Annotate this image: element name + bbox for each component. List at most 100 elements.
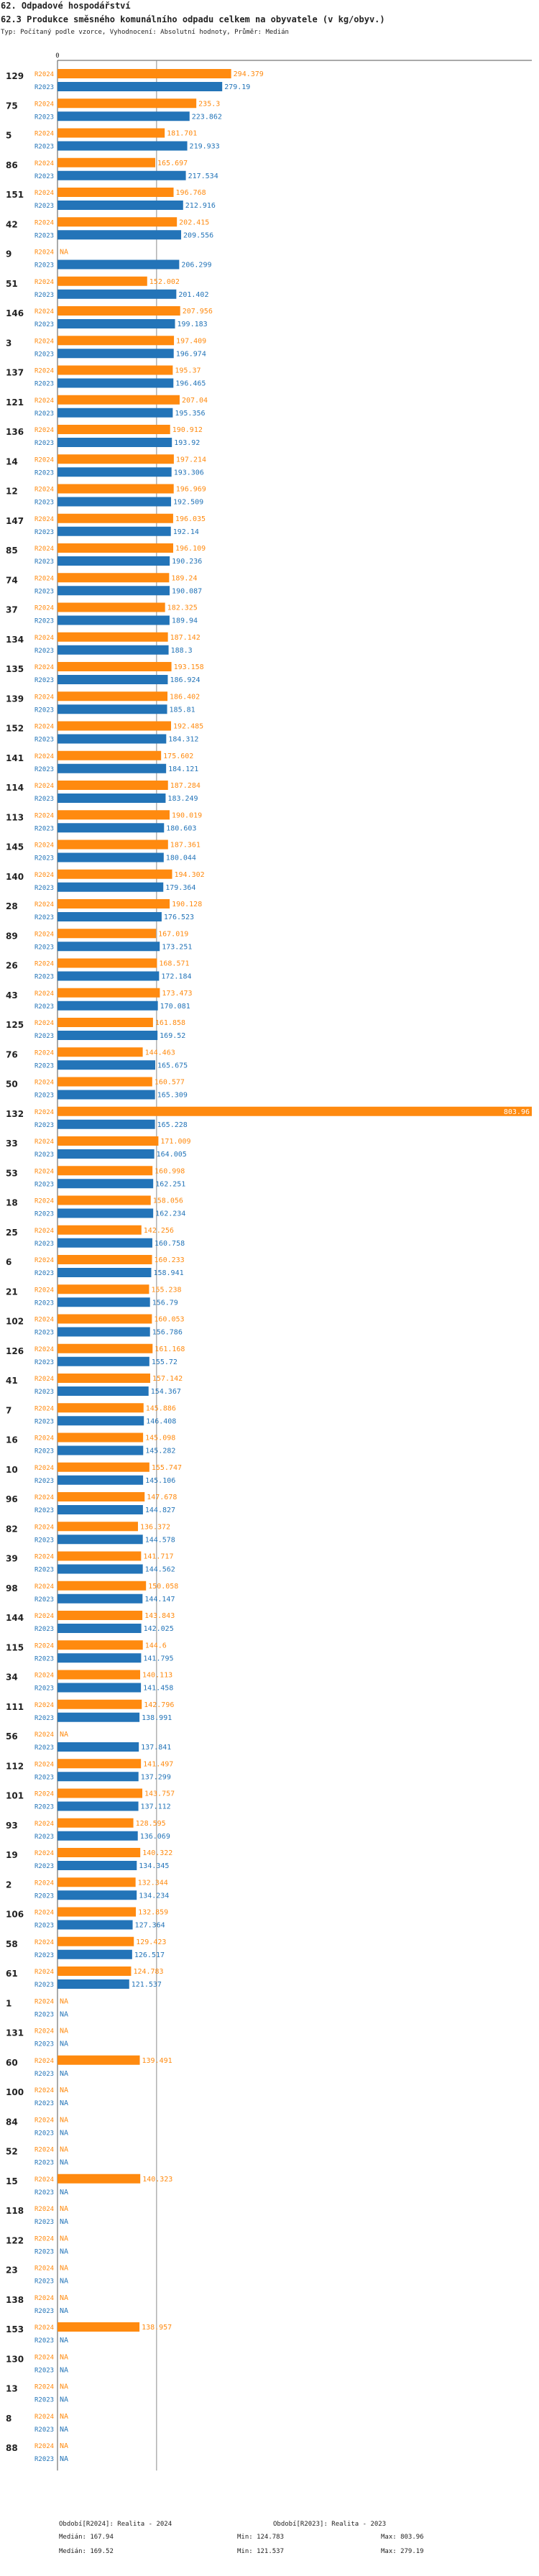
series-label-r2023-16: R2023 xyxy=(34,1448,54,1455)
series-label-r2024-102: R2024 xyxy=(34,1317,54,1324)
bar-r2023-10 xyxy=(57,1475,144,1485)
series-label-r2024-8: R2024 xyxy=(34,2414,54,2421)
group-label-115: 115 xyxy=(6,1642,24,1652)
value-label-r2024-53: 160.998 xyxy=(155,1167,185,1175)
series-label-r2023-122: R2023 xyxy=(34,2248,54,2255)
series-label-r2023-144: R2023 xyxy=(34,1626,54,1633)
series-label-r2024-42: R2024 xyxy=(34,219,54,226)
bar-r2024-43 xyxy=(57,988,160,998)
series-label-r2024-114: R2024 xyxy=(34,783,54,790)
series-label-r2024-139: R2024 xyxy=(34,694,54,701)
bar-r2024-50 xyxy=(57,1077,152,1087)
series-label-r2023-115: R2023 xyxy=(34,1655,54,1662)
bar-r2024-93 xyxy=(57,1818,134,1828)
series-label-r2024-86: R2024 xyxy=(34,160,54,167)
na-label-r2024-56: NA xyxy=(60,1731,68,1739)
value-label-r2023-7: 146.408 xyxy=(146,1417,176,1425)
series-label-r2023-82: R2023 xyxy=(34,1537,54,1544)
series-label-r2024-100: R2024 xyxy=(34,2087,54,2094)
group-label-8: 8 xyxy=(6,2414,11,2424)
series-label-r2024-93: R2024 xyxy=(34,1821,54,1828)
bar-r2024-96 xyxy=(57,1492,145,1501)
value-label-r2024-145: 187.361 xyxy=(170,842,201,850)
value-label-r2024-135: 193.158 xyxy=(174,663,204,671)
bar-r2023-134 xyxy=(57,645,169,655)
value-label-r2023-146: 199.183 xyxy=(178,321,208,328)
value-label-r2024-147: 196.035 xyxy=(175,515,206,523)
group-label-52: 52 xyxy=(6,2147,18,2157)
series-label-r2023-58: R2023 xyxy=(34,1952,54,1959)
group-label-129: 129 xyxy=(6,71,24,81)
bar-r2024-61 xyxy=(57,1966,132,1976)
series-label-r2023-39: R2023 xyxy=(34,1567,54,1574)
value-label-r2023-96: 144.827 xyxy=(145,1506,175,1514)
series-label-r2023-141: R2023 xyxy=(34,766,54,773)
series-label-r2024-37: R2024 xyxy=(34,605,54,612)
group-label-76: 76 xyxy=(6,1049,18,1059)
group-label-34: 34 xyxy=(6,1673,18,1683)
value-label-r2024-74: 189.24 xyxy=(171,574,197,582)
value-label-r2023-136: 193.92 xyxy=(174,439,200,447)
bar-r2023-58 xyxy=(57,1949,132,1959)
value-label-r2023-37: 189.94 xyxy=(172,617,198,625)
value-label-r2024-112: 141.497 xyxy=(143,1760,173,1768)
value-label-r2023-85: 190.236 xyxy=(172,558,202,566)
value-label-r2023-132: 165.228 xyxy=(157,1121,188,1129)
bar-r2024-76 xyxy=(57,1047,143,1057)
value-label-r2024-26: 168.571 xyxy=(159,960,189,968)
value-label-r2023-135: 186.924 xyxy=(170,676,200,684)
value-label-r2023-112: 137.299 xyxy=(141,1773,171,1781)
group-label-118: 118 xyxy=(6,2206,24,2216)
footer-2024-max: Max: 803.96 xyxy=(381,2534,424,2541)
value-label-r2024-152: 192.485 xyxy=(173,723,203,731)
bar-r2024-53 xyxy=(57,1166,153,1176)
footer-2023-name: Období[R2023]: Realita - 2023 xyxy=(273,2521,387,2528)
bar-r2024-7 xyxy=(57,1403,144,1413)
bar-r2024-111 xyxy=(57,1699,142,1709)
bar-r2024-113 xyxy=(57,810,170,820)
series-label-r2024-52: R2024 xyxy=(34,2147,54,2154)
series-label-r2024-3: R2024 xyxy=(34,338,54,345)
group-label-89: 89 xyxy=(6,931,18,941)
series-label-r2023-153: R2023 xyxy=(34,2337,54,2345)
value-label-r2023-2: 134.234 xyxy=(139,1892,169,1900)
na-label-r2023-153: NA xyxy=(60,2337,68,2345)
series-label-r2024-1: R2024 xyxy=(34,1998,54,2005)
series-label-r2024-138: R2024 xyxy=(34,2295,54,2302)
series-label-r2023-9: R2023 xyxy=(34,262,54,270)
value-label-r2024-136: 190.912 xyxy=(172,426,203,434)
value-label-r2024-3: 197.409 xyxy=(176,337,206,345)
bar-r2024-3 xyxy=(57,336,175,346)
group-label-3: 3 xyxy=(6,338,11,348)
value-label-r2023-12: 192.509 xyxy=(173,499,203,507)
value-label-r2024-75: 235.3 xyxy=(198,100,220,108)
na-label-r2024-84: NA xyxy=(60,2116,68,2124)
value-label-r2024-101: 143.757 xyxy=(144,1790,175,1798)
group-label-138: 138 xyxy=(6,2295,24,2305)
value-label-r2023-41: 154.367 xyxy=(151,1388,181,1396)
series-label-r2023-93: R2023 xyxy=(34,1834,54,1841)
series-label-r2023-3: R2023 xyxy=(34,351,54,358)
group-label-145: 145 xyxy=(6,842,24,852)
bar-r2023-28 xyxy=(57,912,162,921)
bar-r2023-37 xyxy=(57,615,170,625)
bar-r2024-102 xyxy=(57,1314,152,1324)
value-label-r2023-75: 223.862 xyxy=(192,113,222,121)
bar-r2023-137 xyxy=(57,378,174,388)
value-label-r2024-141: 175.602 xyxy=(163,753,193,760)
group-label-134: 134 xyxy=(6,635,24,645)
group-label-41: 41 xyxy=(6,1376,18,1386)
bar-r2023-5 xyxy=(57,141,188,151)
na-label-r2023-23: NA xyxy=(60,2278,68,2286)
value-label-r2024-96: 147.678 xyxy=(147,1494,177,1501)
series-label-r2024-58: R2024 xyxy=(34,1939,54,1946)
value-label-r2024-25: 142.256 xyxy=(144,1227,174,1235)
bar-r2024-132 xyxy=(57,1106,532,1116)
group-label-42: 42 xyxy=(6,219,18,229)
group-label-56: 56 xyxy=(6,1731,18,1742)
series-label-r2024-41: R2024 xyxy=(34,1376,54,1383)
series-label-r2024-121: R2024 xyxy=(34,397,54,405)
value-label-r2023-9: 206.299 xyxy=(181,262,211,270)
group-label-136: 136 xyxy=(6,427,24,437)
